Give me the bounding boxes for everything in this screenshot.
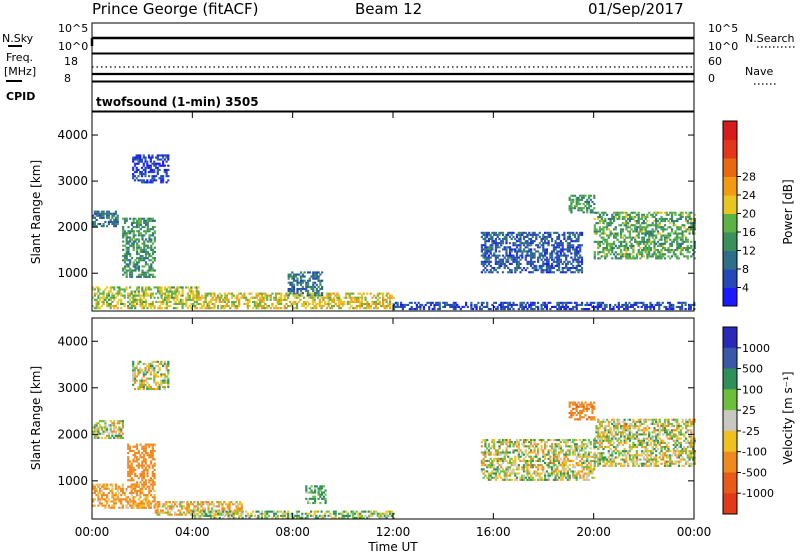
power-colorbar-tick-label: 16 (742, 226, 756, 239)
x-tick-label: 20:00 (576, 525, 611, 539)
nsky-strip: N.Sky 10^5 10^0 10^5 10^0 N.Search (2, 22, 795, 54)
beam-label: Beam 12 (355, 0, 423, 18)
velocity-colorbar-segment (723, 410, 737, 432)
freq-strip: Freq. [MHz] 18 8 60 0 Nave (4, 51, 776, 85)
velocity-echo-region (593, 418, 696, 467)
nsearch-tick-top: 10^5 (708, 22, 738, 35)
power-colorbar-tick-label: 28 (742, 171, 756, 184)
velocity-colorbar-tick-label: -1000 (742, 487, 774, 500)
power-panel: 1000 2000 3000 4000 Slant Range [km] 4 8 12 16… (29, 111, 795, 312)
velocity-colorbar-frame (722, 326, 738, 515)
velocity-echo-region (480, 439, 596, 481)
power-colorbar-segment (723, 121, 737, 140)
power-echo-region (122, 217, 156, 278)
velocity-echo-region (92, 483, 156, 509)
velocity-colorbar-segment (723, 472, 737, 494)
velocity-colorbar-segment (723, 389, 737, 411)
power-cbar-label: Power [dB] (781, 179, 795, 244)
power-colorbar-tick-label: 8 (742, 263, 749, 276)
freq-label-line2: [MHz] (4, 65, 36, 78)
velocity-echo-region (127, 443, 156, 486)
power-echo-region (132, 154, 170, 184)
cpid-label: CPID (6, 90, 35, 103)
power-colorbar-tick-label: 24 (742, 189, 756, 202)
velocity-colorbar-tick-label: -25 (742, 425, 760, 438)
power-echo-region (480, 231, 584, 274)
nsky-tick-bottom: 10^0 (58, 40, 88, 53)
power-echo-region (92, 210, 119, 228)
power-ylabel: Slant Range [km] (29, 160, 43, 264)
power-echo-region (393, 301, 696, 311)
velocity-colorbar-tick-label: 25 (742, 404, 756, 417)
velocity-ytick-label: 3000 (57, 381, 88, 395)
power-echo-region (92, 286, 200, 310)
nsearch-label: N.Search (745, 32, 795, 45)
velocity-echo-region (568, 401, 596, 421)
x-tick-label: 16:00 (476, 525, 511, 539)
power-echo-region (287, 271, 324, 297)
cpid-strip: CPID twofsound (1-min) 3505 (6, 81, 695, 112)
power-echo-region (192, 292, 395, 310)
velocity-ytick-label: 4000 (57, 334, 88, 348)
power-colorbar-tick-label: 12 (742, 245, 756, 258)
velocity-colorbar-tick-label: -100 (742, 446, 767, 459)
velocity-colorbar-segment (723, 493, 737, 515)
power-echo-region (568, 194, 596, 214)
power-colorbar-tick-label: 20 (742, 208, 756, 221)
nsky-label: N.Sky (2, 32, 34, 45)
nave-tick-top: 60 (708, 55, 722, 68)
power-ytick-label: 2000 (57, 220, 88, 234)
power-ytick-label: 3000 (57, 174, 88, 188)
station-title: Prince George (fitACF) (92, 0, 259, 18)
velocity-colorbar-tick-label: 1000 (742, 342, 770, 355)
velocity-ytick-label: 2000 (57, 427, 88, 441)
x-tick-label: 08:00 (275, 525, 310, 539)
power-colorbar-segment (723, 139, 737, 159)
x-tick-label: 00:00 (75, 525, 110, 539)
velocity-ytick-label: 1000 (57, 474, 88, 488)
velocity-panel: 1000 2000 3000 4000 Slant Range [km] 1000 50… (29, 317, 795, 520)
power-ytick-label: 4000 (57, 128, 88, 142)
x-tick-label: 00:00 (677, 525, 712, 539)
power-colorbar-segment (723, 213, 737, 233)
velocity-colorbar-segment (723, 451, 737, 473)
velocity-cbar-label: Velocity [m s⁻¹] (781, 371, 795, 464)
velocity-colorbar-segment (723, 430, 737, 453)
power-colorbar-segment (723, 158, 737, 177)
power-colorbar-segment (723, 269, 737, 288)
velocity-colorbar-tick-label: -500 (742, 466, 767, 479)
freq-tick-bottom: 8 (64, 72, 71, 85)
power-echo-region (593, 211, 696, 260)
x-axis-label: Time UT (367, 540, 418, 554)
cpid-mode-text: twofsound (1-min) 3505 (96, 95, 259, 109)
velocity-colorbar-segment (723, 347, 737, 370)
velocity-colorbar-segment (723, 327, 737, 349)
power-colorbar-segment (723, 195, 737, 214)
nave-label: Nave (745, 65, 773, 78)
freq-tick-top: 18 (64, 55, 78, 68)
x-axis: 00:00 04:00 08:00 12:00 16:00 20:00 00:00 (75, 112, 712, 539)
power-ytick-label: 1000 (57, 266, 88, 280)
nsearch-tick-bottom: 10^0 (708, 40, 738, 53)
velocity-colorbar-tick-label: 100 (742, 383, 763, 396)
x-tick-label: 12:00 (376, 525, 411, 539)
nave-tick-bottom: 0 (708, 72, 715, 85)
freq-label-line1: Freq. (6, 51, 33, 64)
velocity-echo-region (305, 485, 327, 505)
velocity-echo-region (92, 420, 124, 439)
power-colorbar-segment (723, 176, 737, 196)
power-colorbar-segment (723, 232, 737, 251)
velocity-colorbar-segment (723, 368, 737, 390)
velocity-colorbar-tick-label: 500 (742, 363, 763, 376)
velocity-echo-region (132, 360, 170, 391)
power-colorbar-segment (723, 250, 737, 270)
nsky-tick-top: 10^5 (58, 22, 88, 35)
x-tick-label: 04:00 (175, 525, 210, 539)
date-label: 01/Sep/2017 (588, 0, 684, 18)
velocity-echo-region (192, 510, 395, 519)
power-colorbar-tick-label: 4 (742, 282, 749, 295)
velocity-ylabel: Slant Range [km] (29, 366, 43, 470)
power-colorbar-segment (723, 287, 737, 307)
